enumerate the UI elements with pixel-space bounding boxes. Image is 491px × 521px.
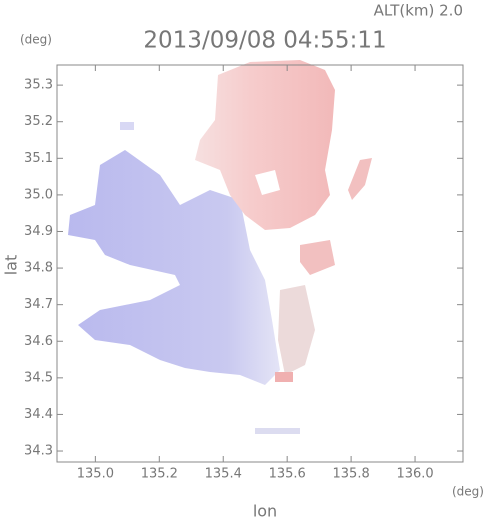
y-tick-label: 34.3 bbox=[24, 444, 53, 459]
y-axis-label: lat bbox=[2, 255, 21, 276]
echo-pink-small bbox=[300, 240, 335, 275]
y-tick-label: 34.8 bbox=[24, 261, 53, 276]
echo-speck bbox=[120, 122, 134, 130]
plot-frame bbox=[56, 64, 464, 463]
x-tick-label: 135.8 bbox=[333, 467, 370, 482]
echo-pink bbox=[195, 60, 335, 230]
y-unit: (deg) bbox=[20, 33, 52, 47]
echo-mixed bbox=[278, 285, 315, 375]
y-tick-label: 34.6 bbox=[24, 334, 53, 349]
echo-pink-arc bbox=[348, 158, 372, 200]
echo-speck bbox=[255, 428, 300, 434]
x-unit: (deg) bbox=[452, 485, 484, 499]
x-tick-label: 135.0 bbox=[77, 467, 114, 482]
y-tick-label: 34.5 bbox=[24, 370, 53, 385]
y-tick-label: 35.1 bbox=[24, 151, 53, 166]
y-tick-label: 34.4 bbox=[24, 407, 53, 422]
x-tick-label: 136.0 bbox=[396, 467, 433, 482]
x-tick-label: 135.2 bbox=[141, 467, 178, 482]
echo-white bbox=[255, 170, 280, 195]
chart-title: 2013/09/08 04:55:11 bbox=[143, 28, 386, 54]
x-tick-label: 135.6 bbox=[269, 467, 306, 482]
altitude: ALT(km) 2.0 bbox=[374, 2, 463, 20]
x-tick-label: 135.4 bbox=[205, 467, 242, 482]
y-tick-label: 34.7 bbox=[24, 297, 53, 312]
y-tick-label: 35.0 bbox=[24, 187, 53, 202]
echo-speck bbox=[275, 372, 293, 382]
echo-blue bbox=[68, 150, 280, 385]
radar-echo bbox=[68, 60, 372, 434]
y-tick-label: 35.2 bbox=[24, 114, 53, 129]
x-axis-label: lon bbox=[253, 502, 277, 521]
y-tick-label: 35.3 bbox=[24, 78, 53, 93]
y-tick-label: 34.9 bbox=[24, 224, 53, 239]
